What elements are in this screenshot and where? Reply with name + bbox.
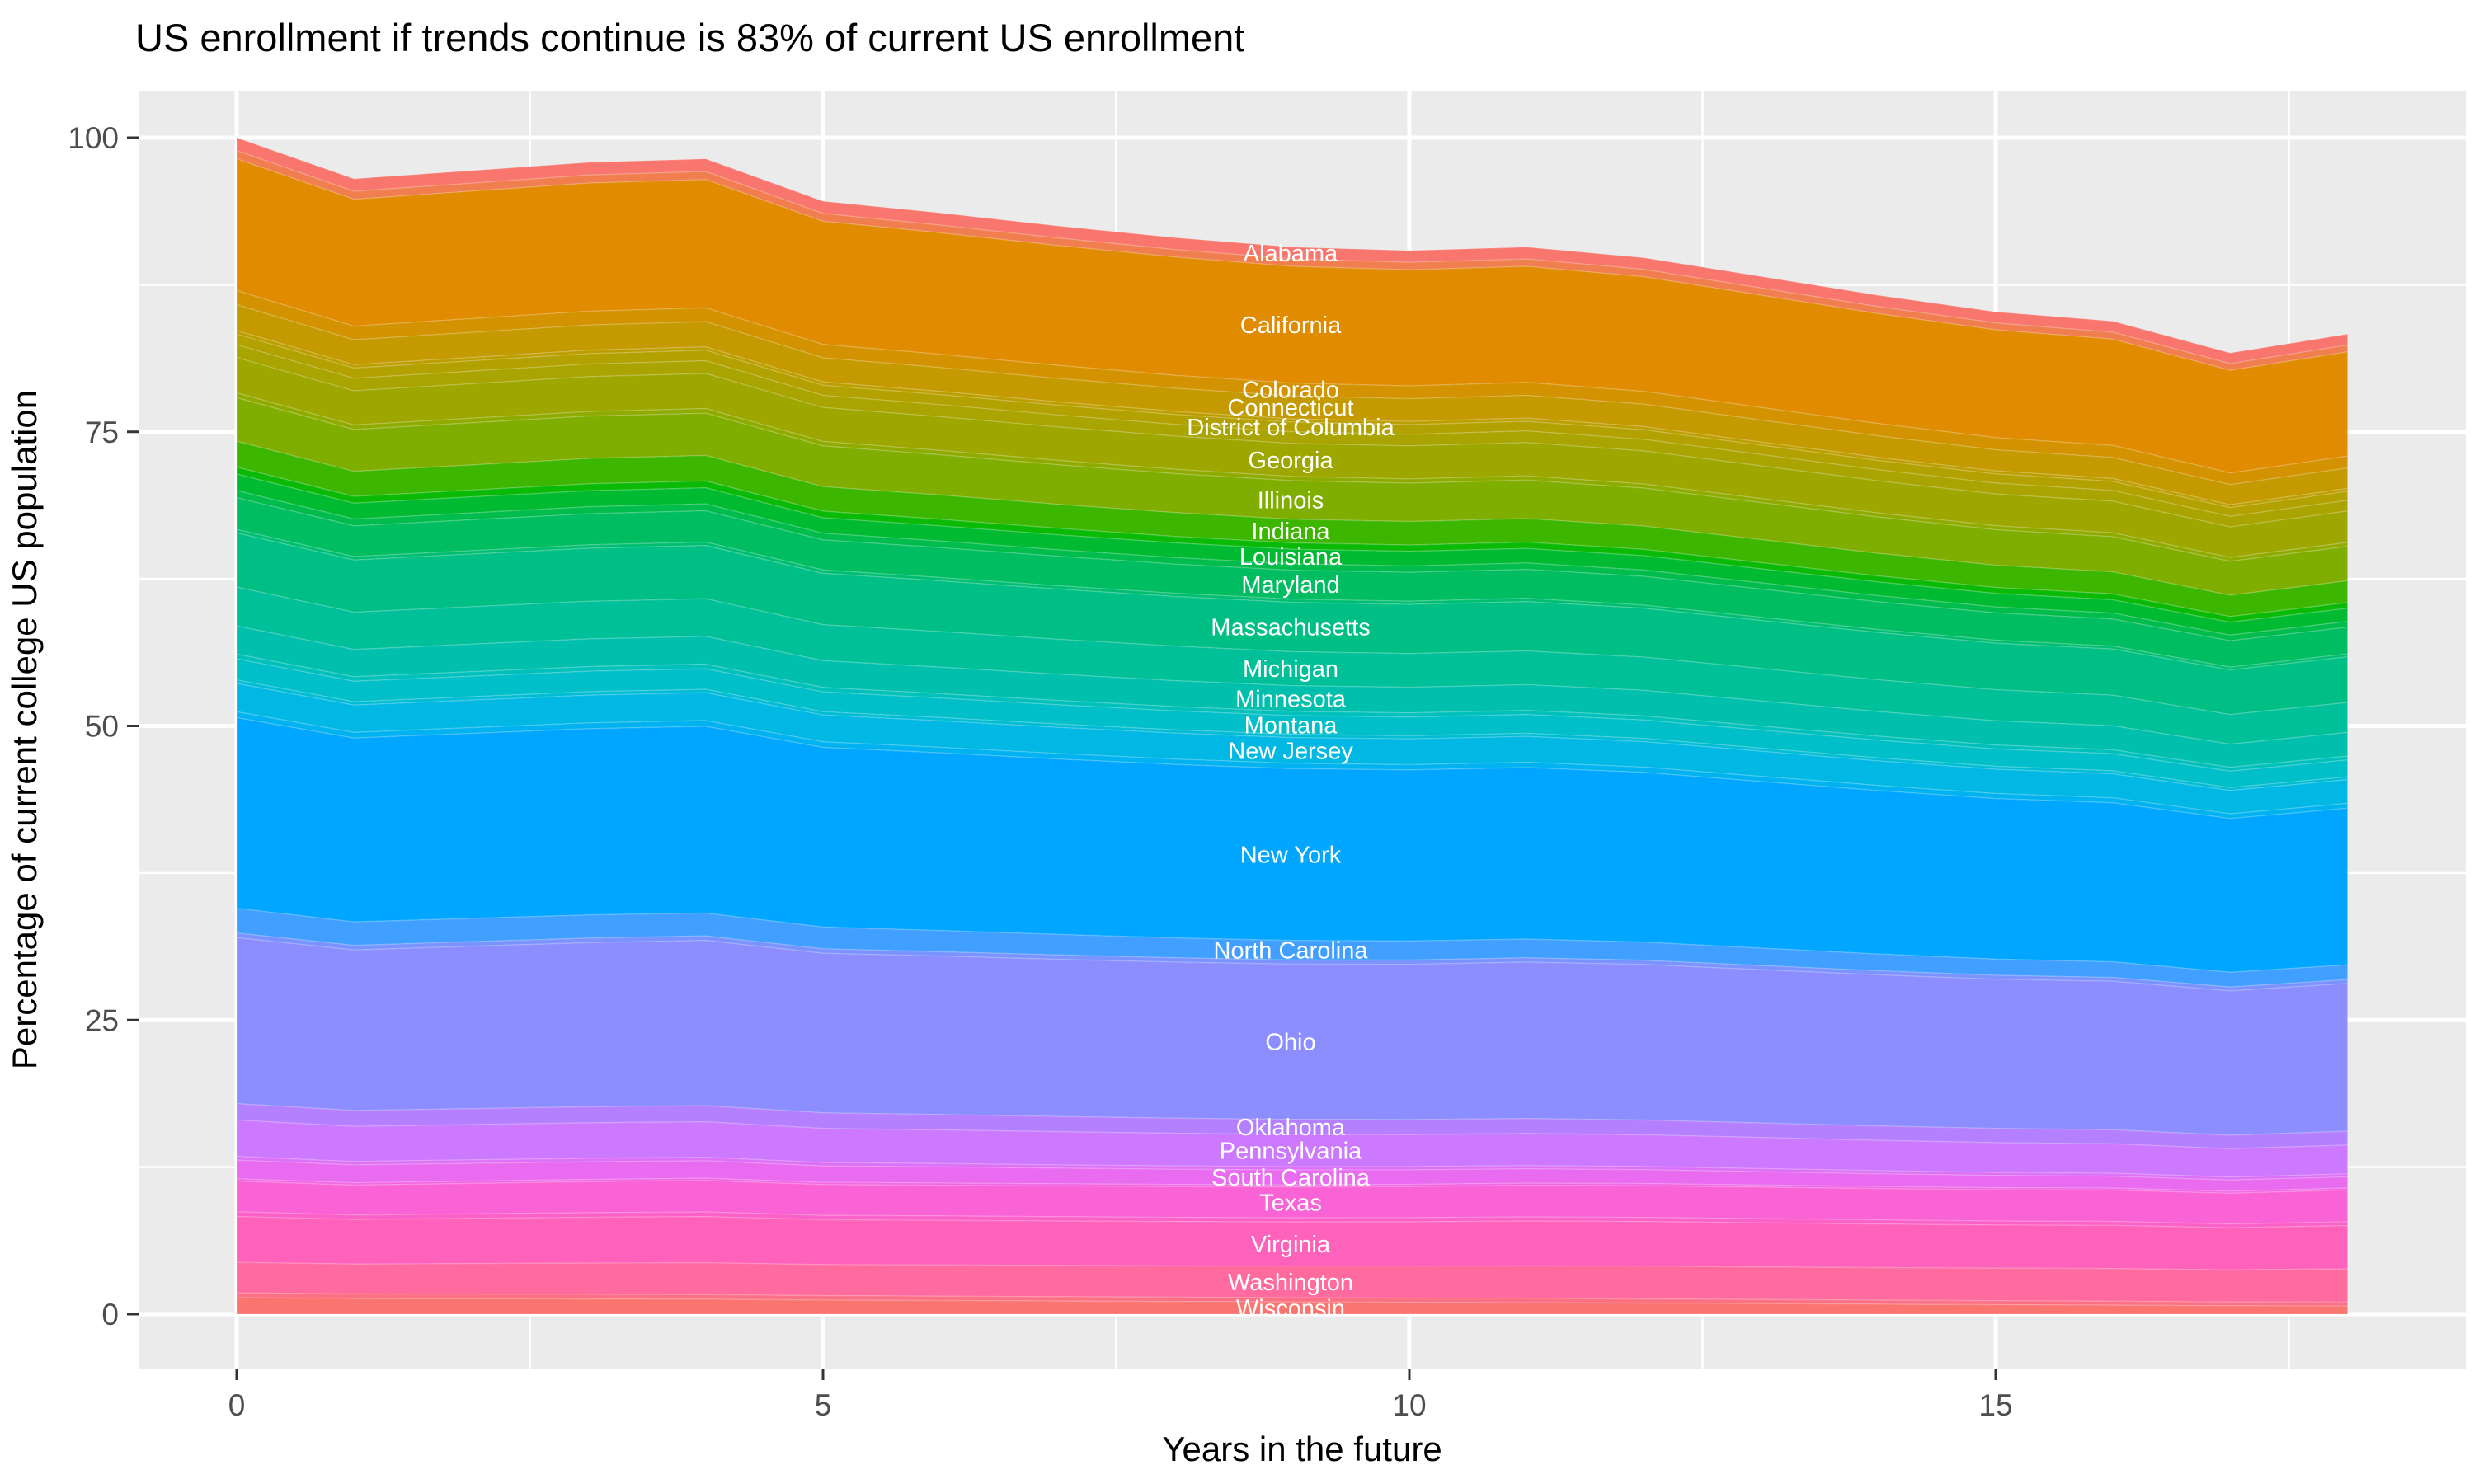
state-label-maryland: Maryland [1241,572,1339,599]
x-axis-title: Years in the future [1162,1430,1442,1468]
y-tick-label: 75 [85,416,119,449]
state-label-south-carolina: South Carolina [1211,1165,1371,1191]
state-label-indiana: Indiana [1251,519,1330,545]
state-label-illinois: Illinois [1258,487,1324,514]
state-label-montana: Montana [1244,712,1338,739]
chart-title: US enrollment if trends continue is 83% … [135,16,1244,59]
state-label-virginia: Virginia [1251,1232,1331,1258]
state-label-georgia: Georgia [1248,448,1333,474]
y-tick-label: 50 [85,710,119,744]
state-band-labels: Alabama California ColoradoConnecticutDist… [1187,241,1395,1322]
state-label-district-of-columbia: District of Columbia [1187,415,1395,441]
state-label-pennsylvania: Pennsylvania [1220,1139,1362,1165]
state-label-california: California [1240,312,1342,339]
state-label-wisconsin: Wisconsin [1236,1296,1345,1322]
state-label-north-carolina: North Carolina [1214,938,1369,965]
state-label-washington: Washington [1228,1270,1353,1296]
state-label-colorado: Colorado [1242,378,1339,404]
state-label-oklahoma: Oklahoma [1236,1115,1346,1141]
state-label-connecticut: Connecticut [1227,395,1353,421]
stacked-area-bands [236,136,2349,1315]
state-label-minnesota: Minnesota [1235,686,1347,712]
x-tick-label: 5 [815,1388,832,1422]
state-label-new-jersey: New Jersey [1228,738,1353,764]
y-tick-label: 0 [101,1298,119,1331]
y-axis-title: Percentage of current college US populat… [5,390,44,1069]
state-label-michigan: Michigan [1243,656,1338,683]
y-tick-label: 100 [68,121,119,155]
axis-tick-marks [127,136,1997,1380]
state-label-alabama: Alabama [1244,241,1338,267]
axis-tick-labels: 0 5 10 15 0 25 50 75 100 [68,121,2012,1422]
y-tick-label: 25 [85,1003,119,1037]
state-label-new-york: New York [1240,843,1342,869]
x-tick-label: 10 [1392,1388,1426,1422]
x-tick-label: 15 [1978,1388,2012,1422]
state-label-massachusetts: Massachusetts [1211,615,1370,641]
area-band-wisconsin [236,1297,2349,1315]
state-label-louisiana: Louisiana [1239,544,1343,571]
x-tick-label: 0 [228,1388,246,1422]
state-label-ohio: Ohio [1265,1030,1315,1056]
state-label-texas: Texas [1259,1190,1322,1216]
